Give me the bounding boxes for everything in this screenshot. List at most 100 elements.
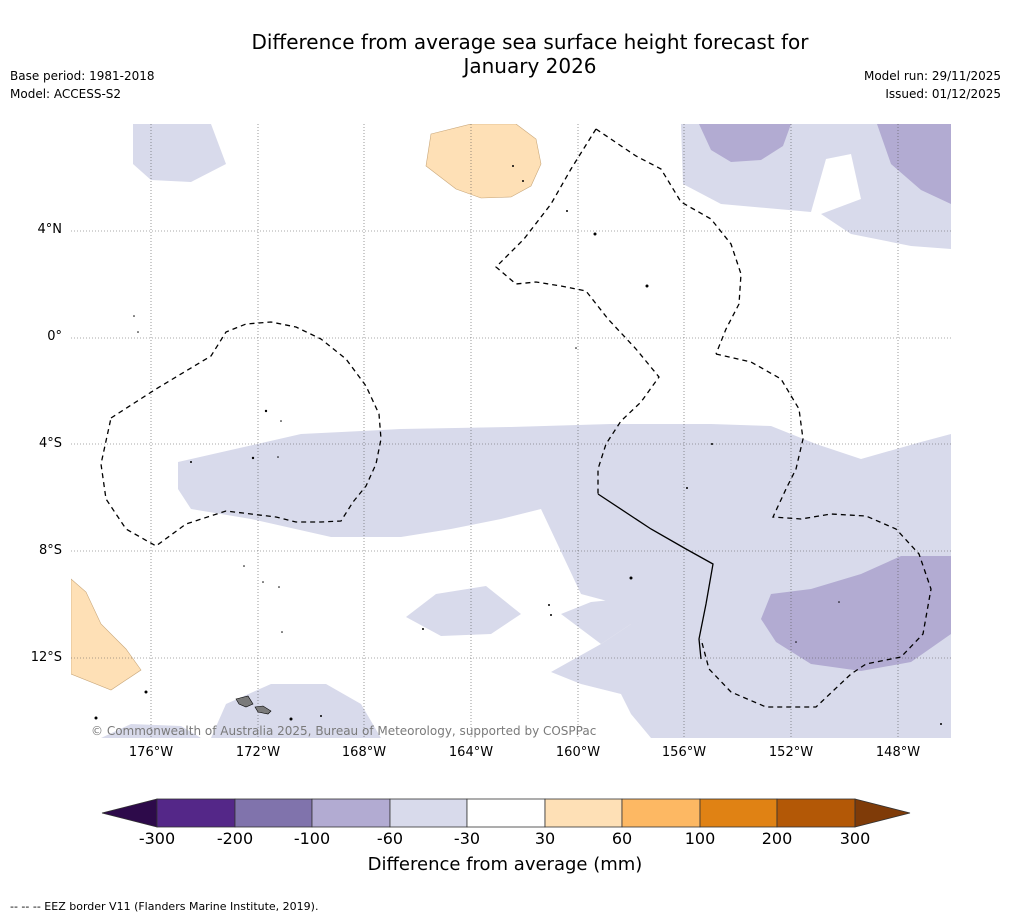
footer-note: -- -- -- EEZ border V11 (Flanders Marine… <box>10 900 319 913</box>
colorbar-bin <box>466 798 546 828</box>
base-period: Base period: 1981-2018 <box>10 69 155 83</box>
anomaly-region <box>699 124 791 162</box>
anomaly-region <box>133 124 226 182</box>
island <box>686 487 688 489</box>
colorbar-tick: 100 <box>684 829 716 848</box>
island <box>137 331 139 333</box>
island <box>278 586 280 588</box>
island <box>548 604 550 606</box>
island <box>280 420 282 422</box>
anomaly-region <box>211 684 381 738</box>
island <box>264 409 268 413</box>
anomaly-region <box>406 586 521 636</box>
colorbar-bin <box>389 798 468 828</box>
lon-label-160w: 160°W <box>555 745 601 760</box>
colorbar-tick: 60 <box>611 829 633 848</box>
anomaly-region <box>877 124 951 204</box>
island <box>320 715 322 717</box>
anomaly-region <box>425 124 542 199</box>
islands <box>94 165 942 725</box>
island <box>711 443 713 445</box>
island <box>281 631 283 633</box>
island <box>575 347 577 349</box>
island <box>133 315 135 317</box>
colorbar <box>101 798 911 828</box>
lon-label-172w: 172°W <box>235 745 281 760</box>
colorbar-tick: -60 <box>376 829 404 848</box>
colorbar-bin <box>621 798 701 828</box>
colorbar-bin <box>156 798 236 828</box>
colorbar-tick: -200 <box>216 829 254 848</box>
island <box>144 690 148 694</box>
island <box>645 284 649 288</box>
island <box>190 461 192 463</box>
colorbar-tick: 30 <box>534 829 556 848</box>
lon-label-148w: 148°W <box>875 745 921 760</box>
anomaly-region <box>101 724 201 738</box>
lon-label-168w: 168°W <box>341 745 387 760</box>
anomaly-region <box>561 594 701 644</box>
island <box>838 601 840 603</box>
lon-label-156w: 156°W <box>661 745 707 760</box>
colorbar-bin <box>311 798 391 828</box>
island <box>235 695 254 708</box>
island <box>593 232 597 236</box>
colorbar-overflow <box>854 798 911 828</box>
island <box>629 576 633 580</box>
lat-label-0: 0° <box>47 329 62 344</box>
colorbar-tick: -300 <box>138 829 176 848</box>
anomaly-region <box>178 424 951 738</box>
colorbar-title: Difference from average (mm) <box>367 854 643 875</box>
island <box>795 641 797 643</box>
colorbar-tick: -30 <box>453 829 481 848</box>
island <box>251 456 255 460</box>
chart-title: Difference from average sea surface heig… <box>180 30 880 78</box>
island <box>422 628 424 630</box>
lat-label-4s: 4°S <box>38 436 62 451</box>
colorbar-bin <box>776 798 856 828</box>
colorbar-tick: 300 <box>839 829 871 848</box>
colorbar-bin <box>699 798 778 828</box>
model-name: Model: ACCESS-S2 <box>10 87 122 101</box>
eez-solid-border <box>597 493 714 660</box>
island <box>243 565 245 567</box>
eez-border <box>597 493 714 660</box>
colorbar-tick: 200 <box>761 829 793 848</box>
issued-date: Issued: 01/12/2025 <box>885 87 1001 101</box>
island <box>289 717 293 721</box>
lat-label-8s: 8°S <box>38 543 62 558</box>
island <box>512 165 514 167</box>
colorbar-bin <box>234 798 313 828</box>
island <box>566 210 568 212</box>
island <box>94 716 98 720</box>
anomaly-region <box>761 556 951 671</box>
island <box>940 723 942 725</box>
anomaly-light-orange <box>71 124 542 691</box>
metadata-right: Model run: 29/11/2025 Issued: 01/12/2025 <box>864 67 1001 103</box>
island <box>522 180 524 182</box>
samoa-islands <box>235 695 272 715</box>
copyright-notice: © Commonwealth of Australia 2025, Bureau… <box>91 724 597 738</box>
map-svg <box>71 124 951 738</box>
eez-border <box>595 128 742 355</box>
model-run: Model run: 29/11/2025 <box>863 69 1001 83</box>
colorbar-tick: -100 <box>293 829 331 848</box>
title-line-2: January 2026 <box>463 54 597 78</box>
graticule <box>71 124 951 738</box>
island <box>254 705 272 715</box>
eez-border <box>100 321 382 547</box>
island <box>262 581 264 583</box>
map-panel: © Commonwealth of Australia 2025, Bureau… <box>71 124 951 738</box>
colorbar-bin <box>544 798 623 828</box>
island <box>550 614 552 616</box>
title-line-1: Difference from average sea surface heig… <box>251 30 809 54</box>
lat-label-12s: 12°S <box>30 650 62 665</box>
lon-label-164w: 164°W <box>448 745 494 760</box>
lon-label-152w: 152°W <box>768 745 814 760</box>
island <box>277 456 279 458</box>
eez-borders <box>100 128 932 708</box>
lat-label-4n: 4°N <box>37 222 63 237</box>
lon-label-176w: 176°W <box>128 745 174 760</box>
eez-border <box>700 353 932 708</box>
colorbar-underflow <box>101 798 158 828</box>
